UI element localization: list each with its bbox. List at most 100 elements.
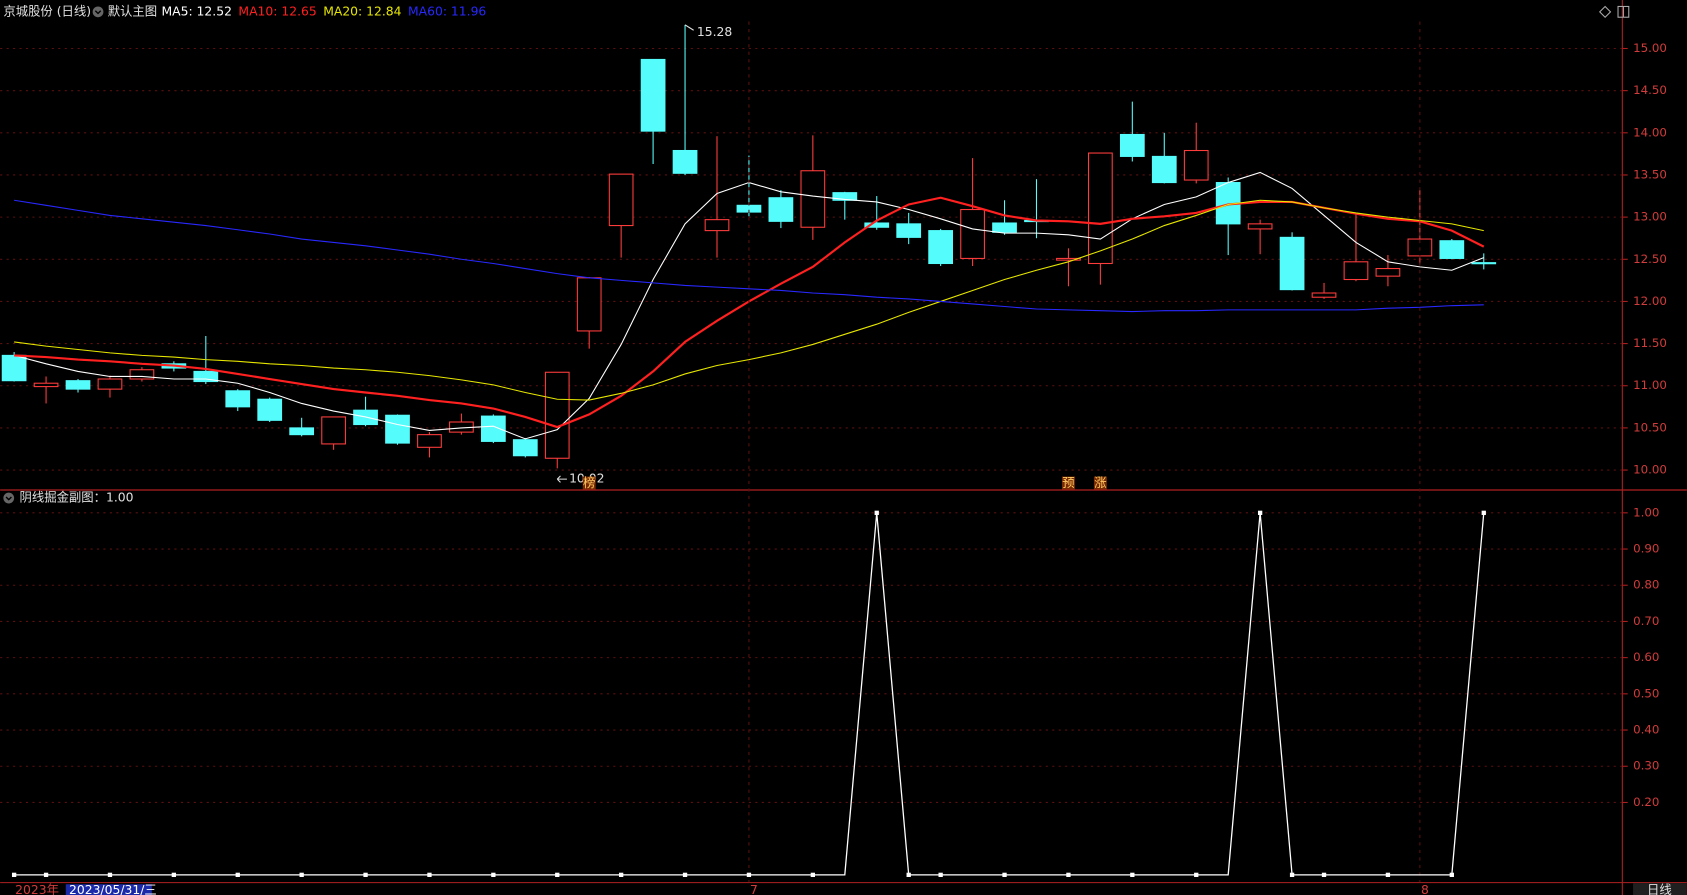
candle-body <box>1311 292 1337 298</box>
candle-body <box>65 380 91 390</box>
period-box[interactable] <box>1633 883 1687 895</box>
candle-body <box>480 415 506 442</box>
y-tick-label: 15.00 <box>1633 41 1667 55</box>
candle-body <box>1056 257 1081 261</box>
indicator-point <box>299 872 304 878</box>
candle-body <box>800 170 826 228</box>
max-pointer <box>684 24 694 31</box>
indicator-point <box>938 872 943 878</box>
indicator-point <box>1066 872 1071 878</box>
indicator-point <box>427 872 432 878</box>
menu-icon-arrow <box>5 496 12 501</box>
indicator-point <box>618 872 624 878</box>
y-tick-label: 12.50 <box>1633 252 1667 266</box>
indicator-point <box>1481 510 1486 515</box>
indicator-point <box>235 872 240 878</box>
stock-title: 京城股份 (日线) <box>3 4 91 18</box>
cursor-date-box <box>65 884 152 895</box>
y-tick-label: 1.00 <box>1633 505 1659 519</box>
x-tick-label: 8 <box>1421 883 1429 895</box>
candle-body <box>1279 236 1305 291</box>
candle-body <box>1183 149 1209 181</box>
y-tick-label: 11.50 <box>1633 336 1667 350</box>
main-chart-name[interactable]: 默认主图 <box>108 3 157 18</box>
signal-label: 预 <box>1062 476 1074 490</box>
moving-average-line <box>14 199 1484 313</box>
candle-body <box>672 149 698 174</box>
candle-body <box>1247 223 1273 230</box>
y-tick-label: 10.00 <box>1633 463 1667 477</box>
indicator-point <box>171 872 177 878</box>
candle-body <box>321 416 346 445</box>
indicator-point <box>1194 872 1199 878</box>
candle-body <box>512 439 538 457</box>
legend-entry: MA20: 12.84 <box>323 4 401 18</box>
menu-icon[interactable] <box>3 492 15 504</box>
period-label[interactable]: 日线 <box>1647 883 1672 895</box>
signal-label: 涨 <box>1094 475 1106 490</box>
y-tick-label: 0.70 <box>1633 614 1659 628</box>
y-tick-label: 14.00 <box>1633 125 1667 139</box>
indicator-point <box>43 872 49 878</box>
y-tick-label: 11.00 <box>1633 378 1667 392</box>
candle-body <box>896 223 922 238</box>
indicator-point <box>1449 872 1454 878</box>
candle-body <box>1439 240 1465 259</box>
indicator-point <box>1257 510 1263 515</box>
y-tick-label: 10.50 <box>1633 420 1667 434</box>
candle-body <box>960 208 985 259</box>
moving-average-line <box>14 199 1484 401</box>
candle-body <box>704 219 730 232</box>
cursor-date: 2023/05/31/三 <box>69 883 157 895</box>
candle-body <box>1 354 27 382</box>
indicator-point <box>1289 872 1295 878</box>
signal-label: 榜 <box>583 475 595 490</box>
candle-body <box>289 427 315 436</box>
legend-entry: MA5: 12.52 <box>161 4 231 18</box>
candle-body <box>928 230 954 265</box>
indicator-point <box>1130 872 1135 878</box>
y-tick-label: 0.90 <box>1633 542 1659 556</box>
indicator-point <box>491 872 496 878</box>
candle-body <box>1151 155 1177 184</box>
menu-icon[interactable] <box>92 6 104 18</box>
indicator-point <box>682 872 688 878</box>
legend-entry: MA60: 11.96 <box>408 4 486 18</box>
candle-body <box>832 192 858 201</box>
y-tick-label: 14.50 <box>1633 83 1667 97</box>
indicator-point <box>555 872 560 878</box>
indicator-point <box>1385 872 1391 878</box>
candle-body <box>640 58 666 132</box>
candle-body <box>385 414 410 444</box>
candle-body <box>193 370 219 383</box>
y-tick-label: 0.40 <box>1633 723 1659 737</box>
y-tick-label: 13.00 <box>1633 210 1667 224</box>
candle-body <box>576 277 602 332</box>
candle-body <box>608 173 634 227</box>
y-tick-label: 0.20 <box>1633 795 1659 809</box>
signal-box <box>1061 476 1075 490</box>
candle-body <box>768 197 794 222</box>
indicator-point <box>107 872 113 878</box>
diamond-icon[interactable] <box>1598 5 1612 18</box>
signal-box <box>1093 476 1107 490</box>
y-tick-label: 0.80 <box>1633 578 1659 592</box>
indicator-point <box>874 510 879 515</box>
menu-icon-arrow <box>94 10 102 15</box>
y-tick-label: 0.30 <box>1633 759 1659 773</box>
signal-box <box>582 476 596 490</box>
candle-body <box>1088 152 1113 265</box>
candle-body <box>1343 261 1369 281</box>
max-price-label: 15.28 <box>697 25 733 39</box>
candle-body <box>1471 262 1497 265</box>
candle-body <box>992 222 1017 233</box>
indicator-point <box>810 872 815 878</box>
min-pointer <box>556 475 567 483</box>
candle-body <box>864 222 890 228</box>
x-tick-label: 7 <box>750 883 758 895</box>
indicator-point <box>363 872 368 878</box>
candle-body <box>257 398 283 421</box>
